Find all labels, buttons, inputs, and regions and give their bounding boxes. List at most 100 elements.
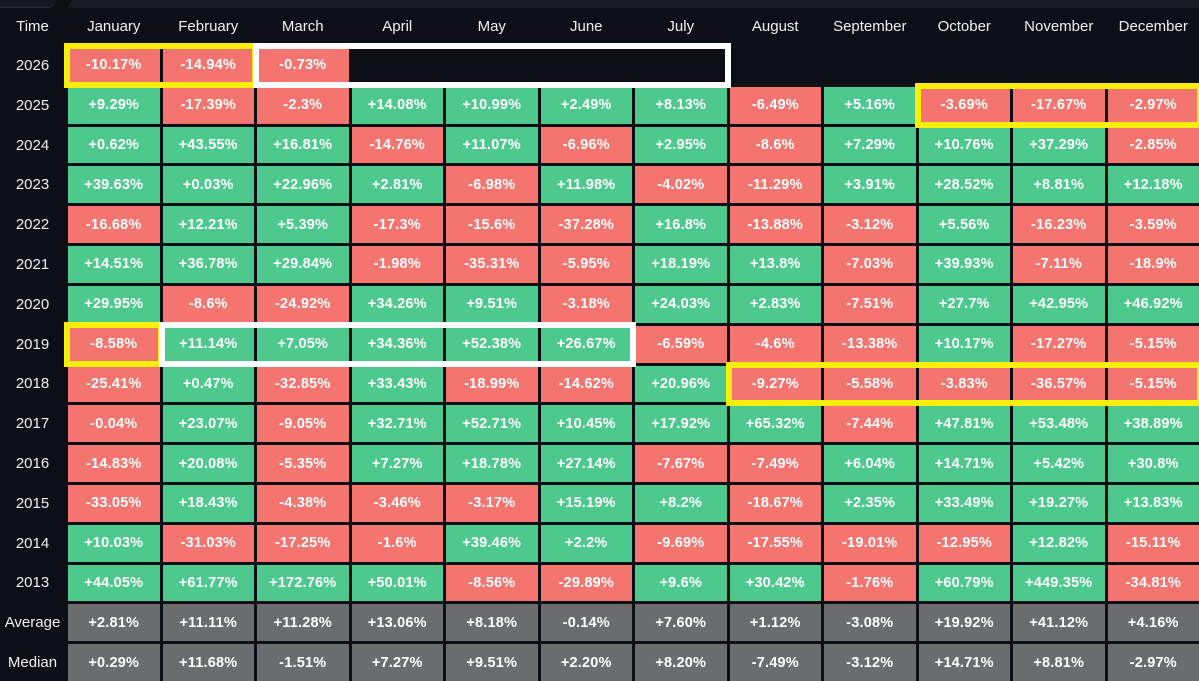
return-cell-2025-january: +9.29% (68, 86, 160, 124)
return-cell-2025-june: +2.49% (540, 86, 632, 124)
return-cell-2015-december: +13.83% (1107, 484, 1199, 522)
return-cell-2016-august: -7.49% (729, 445, 821, 482)
return-cell-2015-june: +15.19% (540, 484, 632, 522)
return-cell-2026-december (1108, 47, 1199, 84)
return-cell-2013-december: -34.81% (1107, 564, 1199, 602)
return-cell-2022-june: -37.28% (540, 206, 632, 244)
return-cell-2022-november: -16.23% (1013, 206, 1105, 244)
month-header-march: March (281, 17, 324, 35)
return-cell-2022-april: -17.3% (351, 206, 443, 244)
return-cell-2013-may: -8.56% (446, 564, 538, 602)
return-cell-2022-july: +16.8% (635, 206, 727, 244)
return-cell-2018-january: -25.41% (68, 365, 160, 403)
return-cell-2019-september: -13.38% (824, 325, 916, 363)
row-label-2020: 2020 (15, 295, 50, 313)
return-cell-2020-june: -3.18% (540, 285, 632, 323)
return-cell-2026-october (919, 47, 1011, 84)
return-cell-2021-february: +36.78% (162, 246, 254, 283)
return-cell-2014-november: +12.82% (1013, 524, 1105, 562)
return-cell-2018-august: -9.27% (729, 365, 821, 403)
return-cell-2020-december: +46.92% (1107, 285, 1199, 323)
return-cell-2020-may: +9.51% (446, 285, 538, 323)
return-cell-2021-may: -35.31% (446, 246, 538, 283)
return-cell-2013-march: +172.76% (257, 564, 349, 602)
return-cell-2023-january: +39.63% (68, 166, 160, 204)
return-cell-2023-february: +0.03% (162, 166, 254, 204)
return-cell-median-april: +7.27% (351, 644, 443, 681)
return-cell-2025-may: +10.99% (446, 86, 538, 124)
return-cell-median-march: -1.51% (257, 644, 349, 681)
return-cell-2026-may (446, 47, 538, 84)
return-cell-2014-january: +10.03% (68, 524, 160, 562)
return-cell-median-july: +8.20% (635, 644, 727, 681)
return-cell-average-april: +13.06% (351, 604, 443, 642)
return-cell-2015-august: -18.67% (729, 484, 821, 522)
return-cell-2017-january: -0.04% (68, 405, 160, 443)
return-cell-2019-february: +11.14% (162, 325, 254, 363)
return-cell-median-may: +9.51% (446, 644, 538, 681)
return-cell-2024-february: +43.55% (162, 126, 254, 164)
return-cell-2017-october: +47.81% (918, 405, 1010, 443)
return-cell-2015-july: +8.2% (635, 484, 727, 522)
month-header-february: February (178, 17, 239, 35)
return-cell-2026-june (541, 47, 633, 84)
return-cell-median-october: +14.71% (918, 644, 1010, 681)
return-cell-2013-july: +9.6% (635, 564, 727, 602)
row-label-2016: 2016 (15, 455, 50, 473)
return-cell-2023-august: -11.29% (729, 166, 821, 204)
return-cell-2018-october: -3.83% (918, 365, 1010, 403)
return-cell-2017-february: +23.07% (162, 405, 254, 443)
return-cell-2014-october: -12.95% (918, 524, 1010, 562)
return-cell-2023-may: -6.98% (446, 166, 538, 204)
return-cell-2017-july: +17.92% (635, 405, 727, 443)
return-cell-2020-august: +2.83% (729, 285, 821, 323)
return-cell-2020-march: -24.92% (257, 285, 349, 323)
return-cell-2019-may: +52.38% (446, 325, 538, 363)
return-cell-2025-february: -17.39% (162, 86, 254, 124)
return-cell-2023-july: -4.02% (635, 166, 727, 204)
row-label-2024: 2024 (15, 136, 50, 154)
return-cell-2013-november: +449.35% (1013, 564, 1105, 602)
row-label-median: Median (7, 654, 58, 672)
return-cell-2021-july: +18.19% (635, 246, 727, 283)
return-cell-average-october: +19.92% (918, 604, 1010, 642)
return-cell-median-august: -7.49% (729, 644, 821, 681)
return-cell-2024-july: +2.95% (635, 126, 727, 164)
return-cell-2025-march: -2.3% (257, 86, 349, 124)
return-cell-2019-july: -6.59% (635, 325, 727, 363)
return-cell-2013-august: +30.42% (729, 564, 821, 602)
return-cell-2019-november: -17.27% (1013, 325, 1105, 363)
return-cell-2018-july: +20.96% (635, 365, 727, 403)
return-cell-2016-january: -14.83% (68, 445, 160, 482)
return-cell-2017-june: +10.45% (540, 405, 632, 443)
return-cell-2014-june: +2.2% (540, 524, 632, 562)
return-cell-2014-may: +39.46% (446, 524, 538, 562)
return-cell-2017-december: +38.89% (1107, 405, 1199, 443)
return-cell-2023-march: +22.96% (257, 166, 349, 204)
return-cell-2023-june: +11.98% (540, 166, 632, 204)
return-cell-2015-january: -33.05% (68, 484, 160, 522)
return-cell-2019-april: +34.36% (351, 325, 443, 363)
return-cell-2018-december: -5.15% (1107, 365, 1199, 403)
return-cell-2020-february: -8.6% (162, 285, 254, 323)
return-cell-2018-april: +33.43% (351, 365, 443, 403)
return-cell-2024-january: +0.62% (68, 126, 160, 164)
return-cell-2022-march: +5.39% (257, 206, 349, 244)
return-cell-2022-december: -3.59% (1107, 206, 1199, 244)
return-cell-average-july: +7.60% (635, 604, 727, 642)
return-cell-2022-september: -3.12% (824, 206, 916, 244)
return-cell-2014-april: -1.6% (351, 524, 443, 562)
return-cell-median-november: +8.81% (1013, 644, 1105, 681)
return-cell-2016-july: -7.67% (635, 445, 727, 482)
return-cell-average-march: +11.28% (257, 604, 349, 642)
return-cell-2024-april: -14.76% (351, 126, 443, 164)
return-cell-2024-november: +37.29% (1013, 126, 1105, 164)
row-label-2025: 2025 (15, 96, 50, 114)
return-cell-2021-november: -7.11% (1013, 246, 1105, 283)
return-cell-2014-february: -31.03% (162, 524, 254, 562)
return-cell-2026-july (635, 47, 727, 84)
return-cell-2019-january: -8.58% (68, 325, 160, 363)
return-cell-2021-january: +14.51% (68, 246, 160, 283)
return-cell-2024-june: -6.96% (540, 126, 632, 164)
row-label-2017: 2017 (15, 415, 50, 433)
